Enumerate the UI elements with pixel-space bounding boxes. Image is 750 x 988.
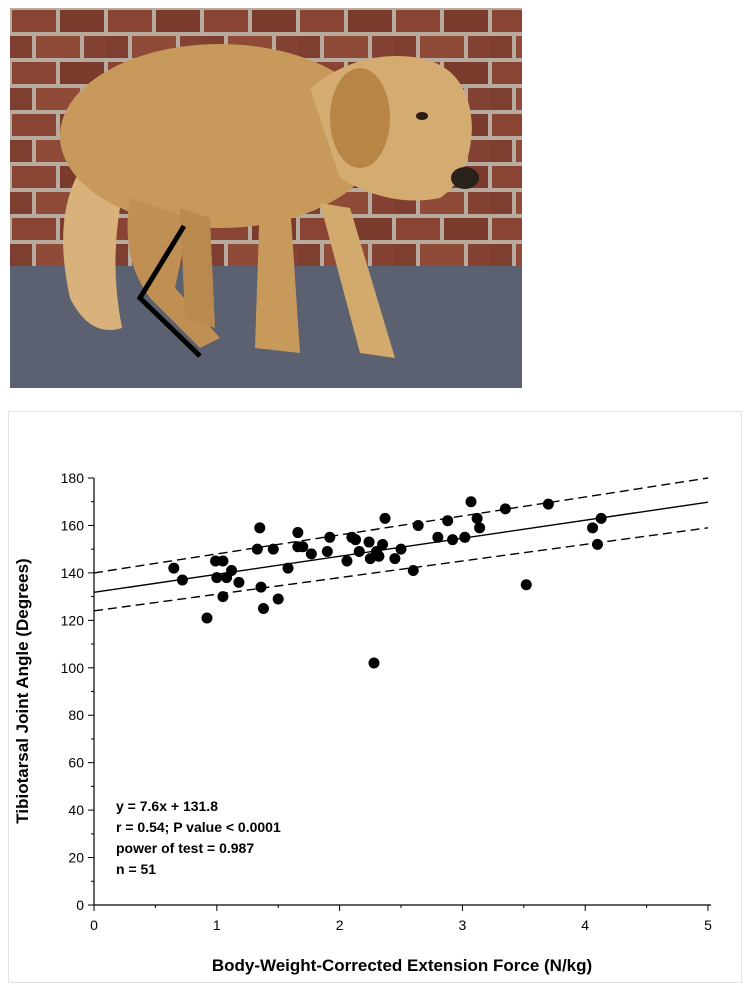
data-point — [363, 536, 375, 548]
y-tick-label: 160 — [61, 517, 85, 533]
data-point — [168, 562, 180, 574]
data-point — [520, 579, 532, 591]
dog-photo — [10, 8, 522, 388]
data-point — [257, 602, 269, 614]
data-point — [255, 581, 267, 593]
data-point — [226, 565, 238, 577]
y-tick-label: 80 — [68, 707, 84, 723]
data-point — [292, 527, 304, 539]
x-axis-label: Body-Weight-Corrected Extension Force (N… — [212, 956, 592, 975]
data-point — [459, 531, 471, 543]
data-point — [211, 572, 223, 584]
data-point — [407, 565, 419, 577]
y-tick-label: 100 — [61, 660, 85, 676]
data-point — [471, 512, 483, 524]
data-point — [251, 543, 263, 555]
data-point — [217, 555, 229, 567]
data-point — [282, 562, 294, 574]
data-point — [217, 591, 229, 603]
data-point — [201, 612, 213, 624]
stats-annotation: y = 7.6x + 131.8 — [116, 798, 218, 814]
data-point — [389, 553, 401, 565]
data-point — [447, 534, 459, 546]
data-point — [267, 543, 279, 555]
data-point — [395, 543, 407, 555]
data-point — [432, 531, 444, 543]
data-point — [350, 534, 362, 546]
data-point — [353, 546, 365, 558]
data-point — [321, 546, 333, 558]
data-point — [233, 576, 245, 588]
data-point — [297, 541, 309, 553]
data-point — [272, 593, 284, 605]
data-point — [595, 512, 607, 524]
data-point — [412, 519, 424, 531]
data-point — [587, 522, 599, 534]
stats-annotation: power of test = 0.987 — [116, 840, 254, 856]
data-point — [341, 555, 353, 567]
dog-photo-svg — [10, 8, 522, 388]
data-point — [591, 538, 603, 550]
confidence-band-upper — [93, 477, 709, 574]
y-tick-label: 40 — [68, 802, 84, 818]
y-tick-label: 180 — [61, 470, 85, 486]
data-point — [254, 522, 266, 534]
data-point — [499, 503, 511, 515]
x-tick-label: 1 — [213, 917, 221, 933]
data-point — [373, 550, 385, 562]
y-tick-label: 0 — [76, 897, 84, 913]
data-point — [324, 531, 336, 543]
y-tick-label: 140 — [61, 565, 85, 581]
confidence-band-lower — [93, 527, 709, 612]
stats-annotation: n = 51 — [116, 861, 156, 877]
chart-border — [8, 411, 742, 983]
data-point — [176, 574, 188, 586]
data-point — [368, 657, 380, 669]
x-tick-label: 0 — [90, 917, 98, 933]
data-point — [379, 512, 391, 524]
data-point — [542, 498, 554, 510]
data-point — [364, 553, 376, 565]
data-point — [465, 496, 477, 508]
x-tick-label: 4 — [581, 917, 589, 933]
y-tick-label: 20 — [68, 850, 84, 866]
y-tick-label: 60 — [68, 755, 84, 771]
x-tick-label: 5 — [704, 917, 712, 933]
y-tick-label: 120 — [61, 612, 85, 628]
joint-angle-marker — [136, 224, 202, 358]
data-point — [474, 522, 486, 534]
y-axis-label: Tibiotarsal Joint Angle (Degrees) — [13, 558, 32, 823]
stats-annotation: r = 0.54; P value < 0.0001 — [116, 819, 281, 835]
x-tick-label: 2 — [336, 917, 344, 933]
dog-figure — [60, 44, 479, 358]
chart-panel: 0 20 40 60 80 100 120 140 160 180 0 1 2 3 4 5 y = 7.6x … — [8, 411, 742, 983]
x-tick-label: 3 — [459, 917, 467, 933]
data-point — [377, 538, 389, 550]
data-point — [442, 515, 454, 527]
scatter-chart: 0 20 40 60 80 100 120 140 160 180 0 1 2 3 4 5 y = 7.6x … — [8, 411, 742, 983]
data-point — [305, 548, 317, 560]
